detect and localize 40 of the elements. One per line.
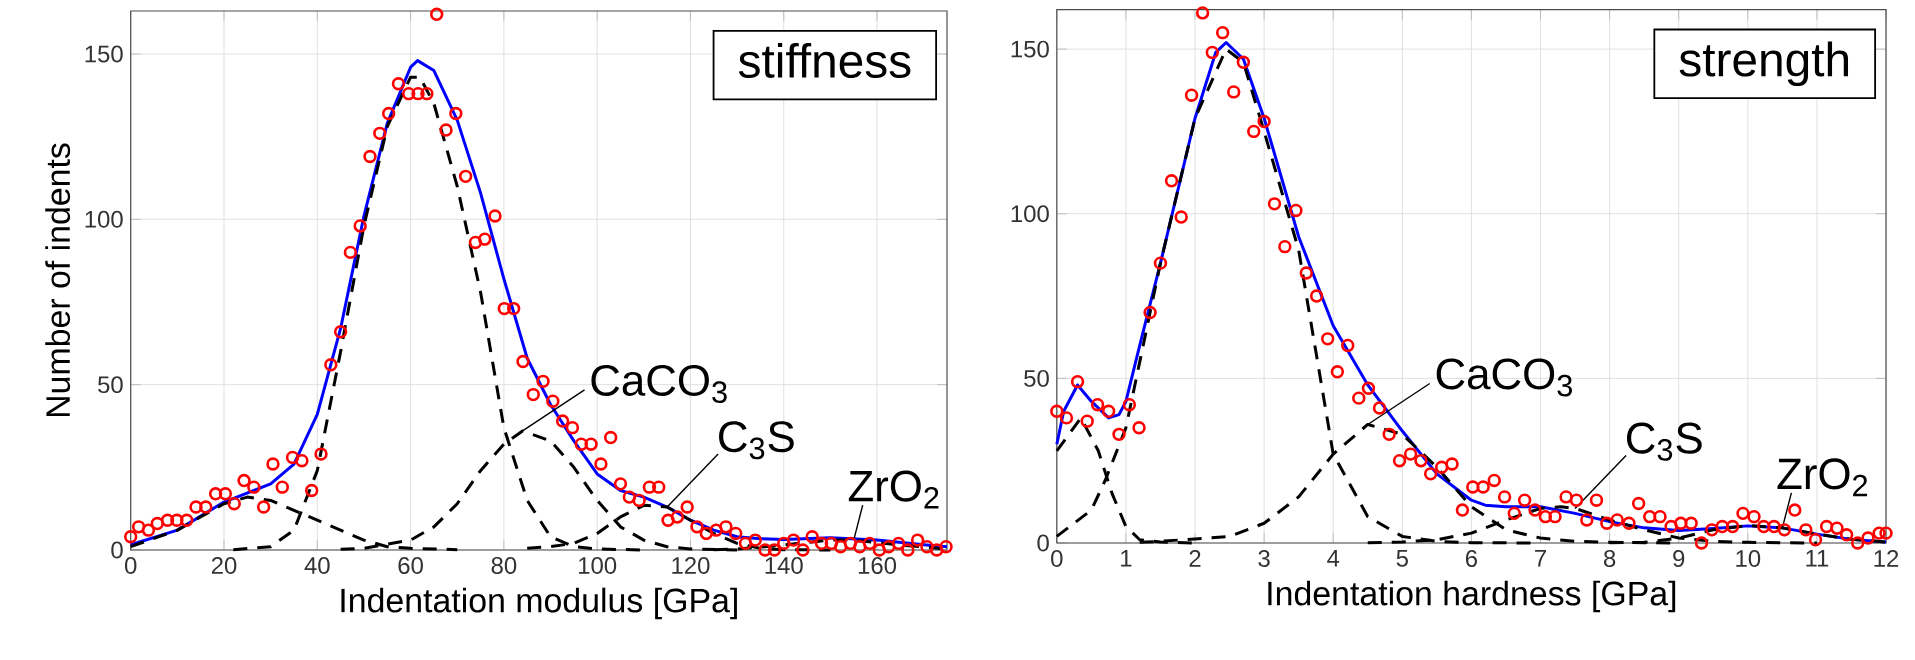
annotation: CaCO$_{3}$ <box>591 364 727 404</box>
x-tick-label: 5 <box>1396 550 1408 567</box>
x-tick-label: 60 <box>398 557 423 574</box>
y-axis-title: Number of indents <box>45 143 71 417</box>
x-tick-label: 11 <box>1806 550 1829 567</box>
annotation: ZrO$_{2}$ <box>1777 458 1868 497</box>
x-tick-label: 6 <box>1465 550 1478 567</box>
x-tick-label: 1 <box>1121 550 1132 567</box>
x-axis-title: Indentation modulus [GPa] <box>341 587 737 620</box>
x-tick-label: 0 <box>124 557 137 574</box>
x-tick-label: 2 <box>1189 550 1201 567</box>
x-tick-label: 80 <box>491 557 517 574</box>
x-tick-label: 3 <box>1258 550 1270 567</box>
y-tick-label: 100 <box>85 210 123 228</box>
annotation: CaCO$_{3}$ <box>1436 358 1572 397</box>
y-tick-label: 100 <box>1011 205 1049 223</box>
y-tick-label: 0 <box>1037 534 1049 552</box>
x-axis-title: Indentation hardness [GPa] <box>1268 580 1676 613</box>
x-tick-label: 9 <box>1673 550 1685 567</box>
x-tick-label: 8 <box>1604 550 1616 567</box>
x-tick-label: 160 <box>858 557 897 574</box>
y-tick-label: 50 <box>1024 369 1049 387</box>
annotation: C$_{3}$S <box>719 421 794 460</box>
x-tick-label: 20 <box>211 557 237 574</box>
x-tick-label: 120 <box>672 557 710 574</box>
annotation: C$_{3}$S <box>1626 422 1702 461</box>
x-tick-label: 40 <box>304 557 330 574</box>
x-tick-label: 0 <box>1051 550 1063 567</box>
y-tick-label: 150 <box>1011 40 1049 58</box>
x-tick-label: 12 <box>1874 550 1899 567</box>
x-tick-label: 4 <box>1327 550 1340 567</box>
x-tick-label: 7 <box>1535 550 1546 567</box>
annotation: stiffness <box>738 42 911 79</box>
x-tick-label: 10 <box>1736 550 1761 567</box>
annotation: ZrO$_{2}$ <box>848 470 939 509</box>
y-tick-label: 150 <box>85 45 123 63</box>
y-tick-label: 50 <box>98 376 123 394</box>
annotation: strength <box>1679 41 1849 87</box>
x-tick-label: 140 <box>765 557 803 574</box>
x-tick-label: 100 <box>579 557 617 574</box>
